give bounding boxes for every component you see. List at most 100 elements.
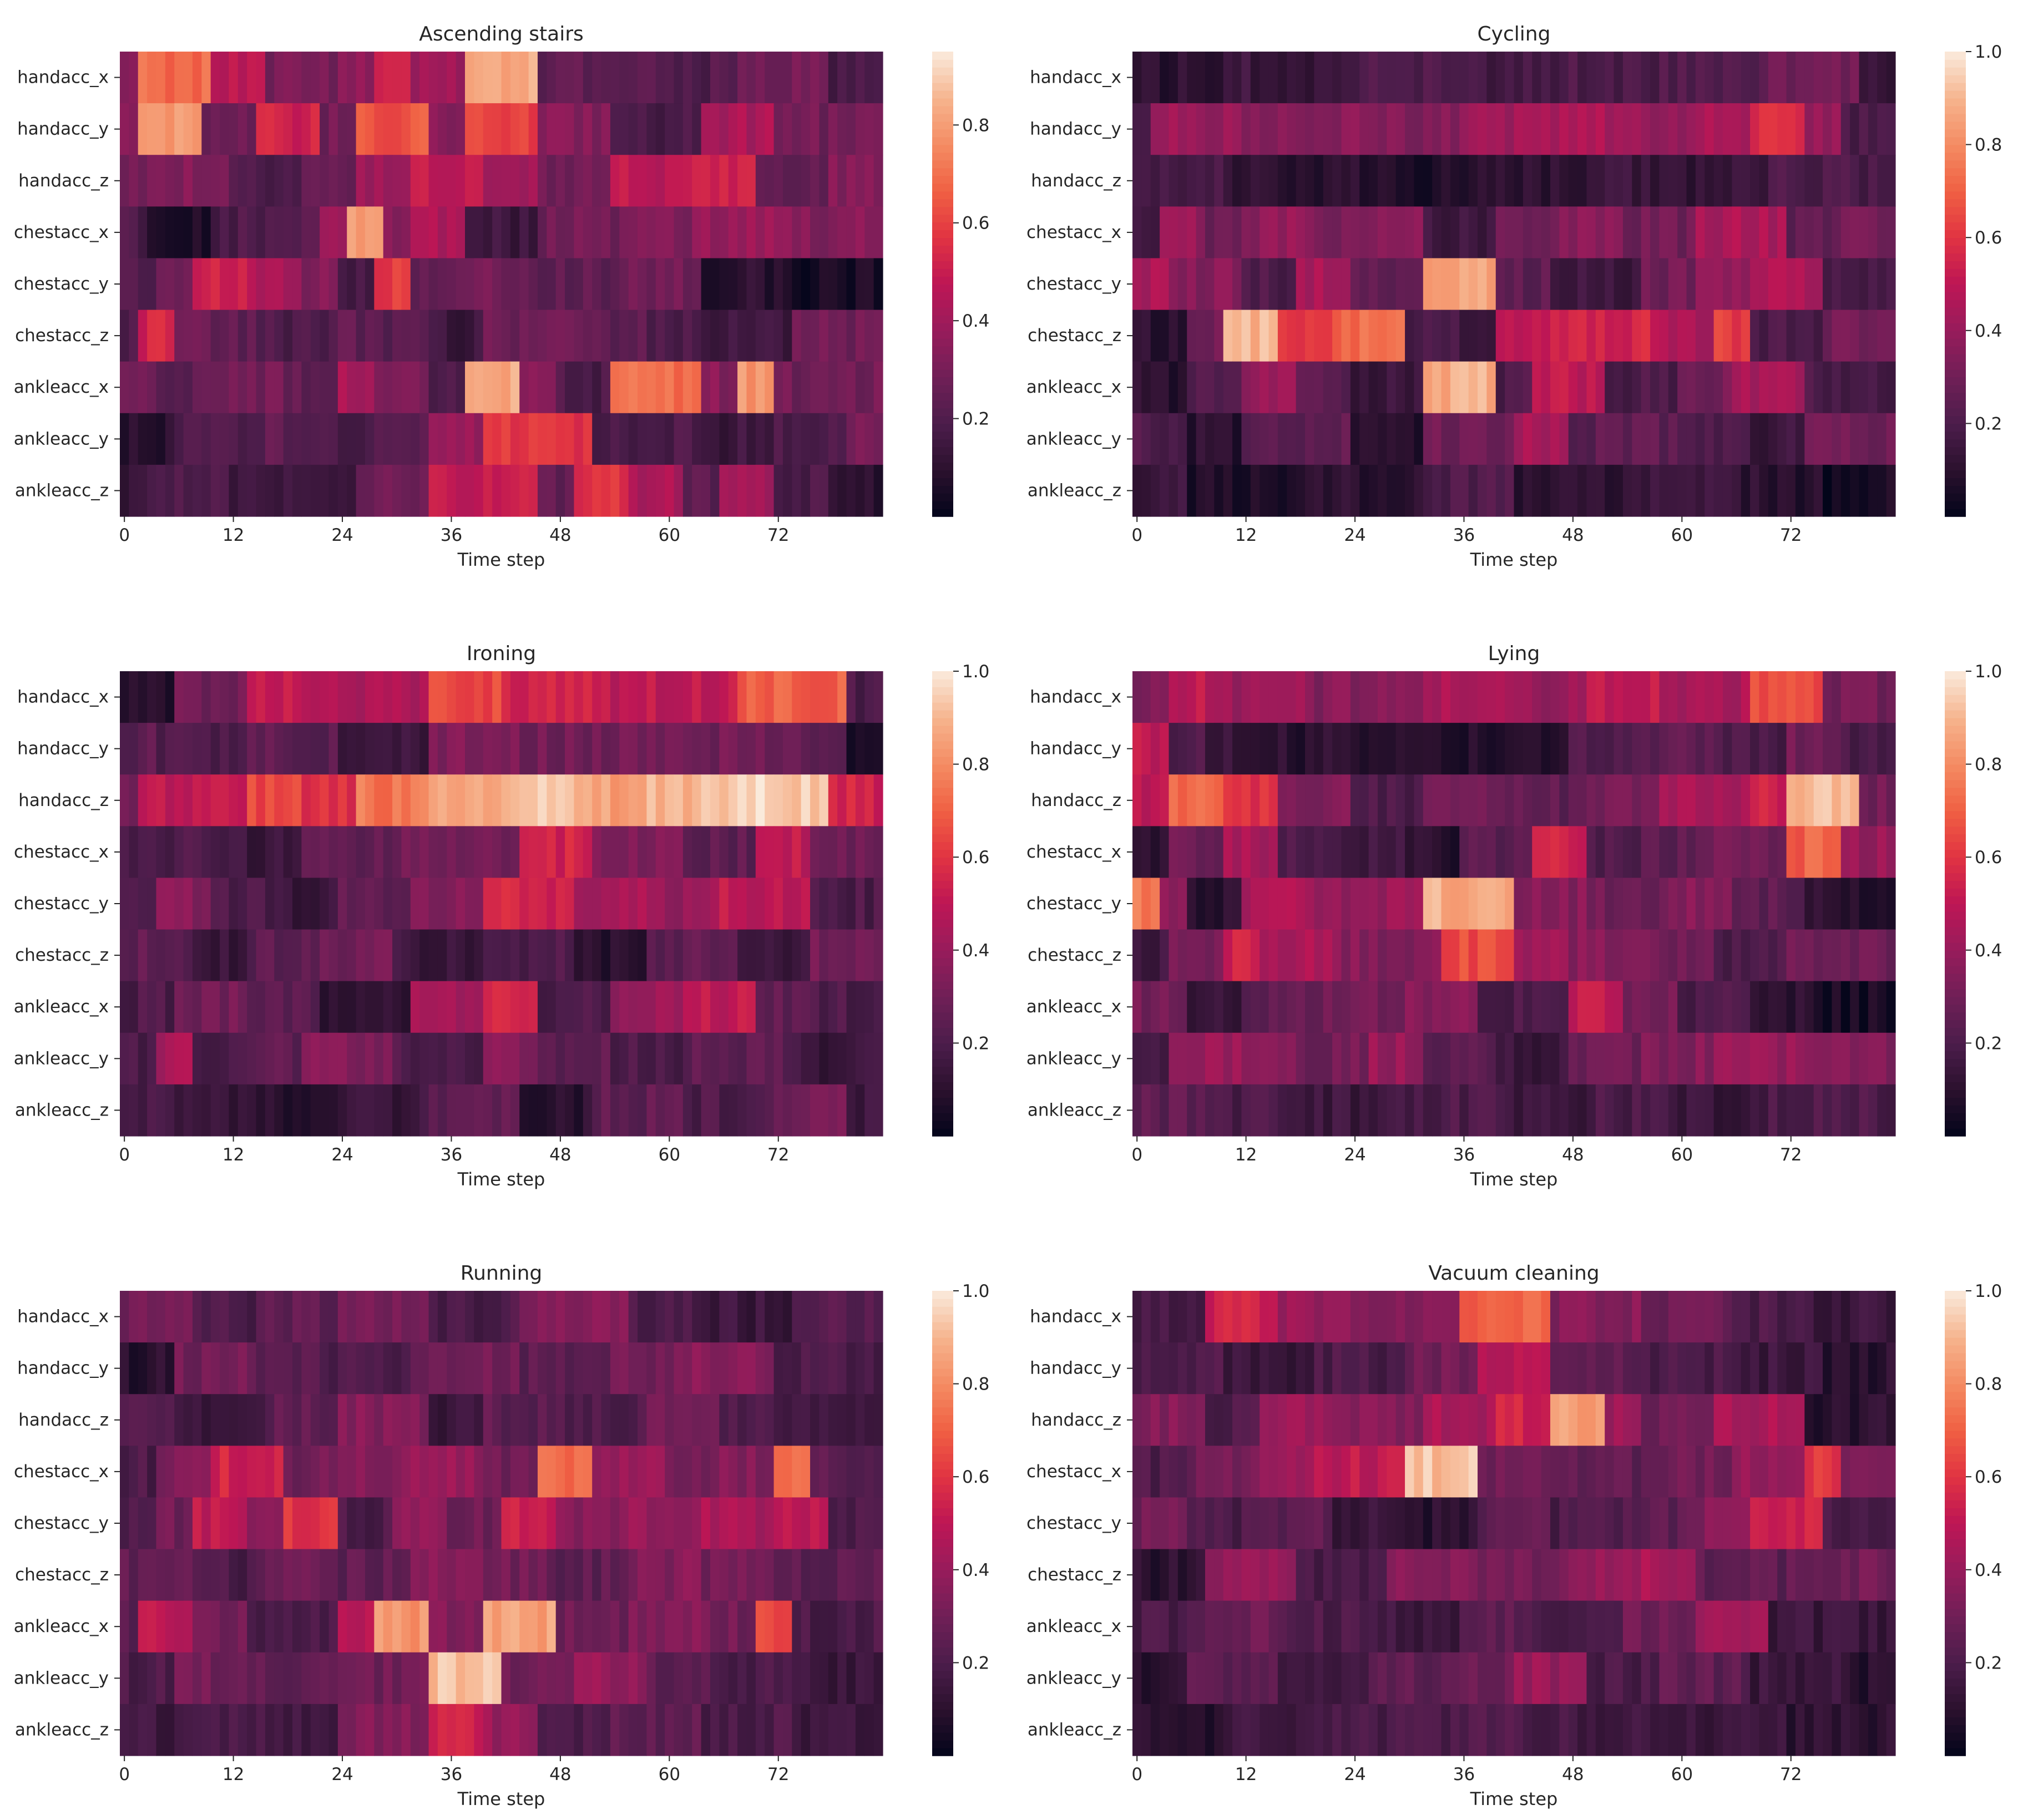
- heatmap-cell: [283, 103, 293, 155]
- heatmap-cell: [1395, 361, 1405, 414]
- heatmap-cell: [1377, 723, 1387, 775]
- colorbar-segment: [932, 1546, 953, 1555]
- heatmap-cell: [555, 1032, 565, 1085]
- heatmap-cell: [737, 258, 747, 311]
- heatmap-cell: [765, 878, 775, 930]
- colorbar-segment: [932, 1430, 953, 1439]
- colorbar-segment: [932, 841, 953, 850]
- heatmap-cell: [1559, 52, 1569, 104]
- heatmap-cell: [447, 361, 457, 414]
- heatmap-cell: [1377, 361, 1387, 414]
- heatmap-cell: [328, 1084, 338, 1137]
- heatmap-cell: [1241, 258, 1251, 311]
- heatmap-cell: [1722, 1652, 1732, 1705]
- heatmap-cell: [1150, 1342, 1160, 1395]
- heatmap-cell: [1478, 258, 1487, 311]
- heatmap-cell: [456, 103, 466, 155]
- heatmap-cell: [819, 1084, 829, 1137]
- heatmap-cell: [665, 310, 675, 362]
- heatmap-cell: [638, 103, 648, 155]
- heatmap-cell: [692, 826, 702, 879]
- heatmap-cell: [646, 413, 656, 465]
- colorbar-segment: [932, 1569, 953, 1578]
- heatmap-cell: [1713, 206, 1723, 259]
- y-tick-label: handacc_x: [1030, 687, 1121, 707]
- heatmap-cell: [265, 1446, 275, 1498]
- heatmap-cell: [292, 1549, 302, 1601]
- heatmap-cell: [174, 1652, 184, 1705]
- heatmap-cell: [1850, 1652, 1860, 1705]
- heatmap-cell: [628, 1084, 638, 1137]
- heatmap-cell: [428, 464, 438, 517]
- heatmap-cell: [1705, 52, 1714, 104]
- heatmap-cell: [1786, 413, 1796, 465]
- heatmap-cell: [1260, 1394, 1270, 1446]
- heatmap-cell: [1586, 52, 1596, 104]
- colorbar-segment: [932, 1562, 953, 1570]
- heatmap-cell: [401, 1032, 411, 1085]
- colorbar-segment: [932, 408, 953, 417]
- heatmap-cell: [819, 826, 829, 879]
- heatmap-cell: [1459, 103, 1469, 155]
- heatmap-cell: [1677, 1394, 1687, 1446]
- heatmap-cell: [210, 1032, 220, 1085]
- heatmap-cell: [1214, 1497, 1224, 1550]
- heatmap-cell: [129, 671, 139, 723]
- y-tick-label: handacc_z: [1031, 171, 1121, 191]
- colorbar-segment: [932, 392, 953, 401]
- heatmap-cell: [1214, 723, 1224, 775]
- heatmap-cell: [1622, 1652, 1632, 1705]
- heatmap-cell: [1668, 1652, 1678, 1705]
- heatmap-cell: [1368, 826, 1378, 879]
- heatmap-cell: [1132, 52, 1142, 104]
- heatmap-cell: [1813, 1084, 1823, 1137]
- colorbar-segment: [1945, 942, 1966, 951]
- heatmap-cell: [1232, 52, 1242, 104]
- heatmap-cell: [737, 1342, 747, 1395]
- heatmap-cell: [782, 723, 792, 775]
- heatmap-cell: [1350, 1394, 1360, 1446]
- heatmap-cell: [1722, 1600, 1732, 1653]
- heatmap-cell: [1514, 361, 1524, 414]
- heatmap-cell: [1232, 774, 1242, 827]
- heatmap-cell: [555, 1342, 565, 1395]
- heatmap-cell: [1260, 361, 1270, 414]
- heatmap-cell: [574, 774, 584, 827]
- heatmap-cell: [1450, 1600, 1460, 1653]
- y-tick-label: handacc_z: [1031, 790, 1121, 810]
- heatmap-cell: [1668, 52, 1678, 104]
- heatmap-cell: [1368, 1600, 1378, 1653]
- heatmap-cell: [210, 206, 220, 259]
- heatmap-cell: [719, 981, 729, 1033]
- heatmap-cell: [1859, 981, 1869, 1033]
- heatmap-cell: [1132, 155, 1142, 207]
- heatmap-cell: [728, 929, 738, 982]
- heatmap-cell: [601, 929, 611, 982]
- heatmap-cell: [456, 310, 466, 362]
- heatmap-cell: [1605, 464, 1615, 517]
- heatmap-cell: [1804, 1394, 1814, 1446]
- heatmap-cell: [737, 981, 747, 1033]
- heatmap-cell: [265, 723, 275, 775]
- heatmap-cell: [1514, 1032, 1524, 1085]
- heatmap-cell: [1559, 671, 1569, 723]
- heatmap-cell: [638, 1084, 648, 1137]
- colorbar-segment: [932, 1058, 953, 1067]
- heatmap-cell: [1495, 155, 1505, 207]
- heatmap-cell: [1177, 981, 1187, 1033]
- heatmap-cell: [1605, 774, 1615, 827]
- heatmap-cell: [1305, 1084, 1314, 1137]
- heatmap-cell: [1532, 464, 1542, 517]
- heatmap-cell: [474, 826, 484, 879]
- heatmap-cell: [138, 155, 148, 207]
- heatmap-cell: [592, 774, 602, 827]
- heatmap-cell: [301, 1342, 311, 1395]
- heatmap-cell: [1459, 774, 1469, 827]
- heatmap-cell: [1804, 1600, 1814, 1653]
- heatmap-cell: [592, 1549, 602, 1601]
- heatmap-cell: [1441, 258, 1451, 311]
- heatmap-cell: [619, 774, 629, 827]
- heatmap-cell: [1722, 1446, 1732, 1498]
- heatmap-cell: [1450, 206, 1460, 259]
- heatmap-cell: [1350, 361, 1360, 414]
